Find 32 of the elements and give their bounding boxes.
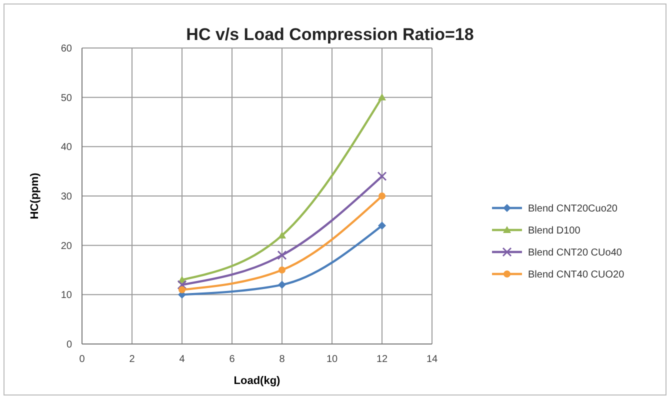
point: [178, 286, 186, 294]
x-tick-label: 8: [279, 354, 286, 365]
y-tick-label: 50: [60, 92, 72, 104]
x-tick-label: 2: [129, 354, 136, 365]
x-tick-label: 4: [179, 354, 186, 365]
legend-label: Blend CNT40 CUO20: [528, 270, 625, 280]
point: [278, 231, 286, 238]
point: [378, 192, 386, 200]
point: [378, 222, 386, 230]
chart-title: HC v/s Load Compression Ratio=18: [186, 25, 474, 44]
x-tick-label: 6: [229, 354, 236, 365]
y-tick-label: 60: [60, 44, 72, 54]
point: [277, 250, 287, 260]
point: [278, 280, 286, 289]
legend-label: Blend D100: [528, 226, 581, 236]
point: [377, 172, 387, 182]
y-tick-label: 30: [60, 192, 72, 202]
x-tick-label: 14: [426, 354, 438, 365]
x-tick-label: 0: [79, 354, 86, 365]
x-axis-title: Load(kg): [234, 375, 281, 387]
y-tick-label: 0: [66, 340, 72, 350]
legend-label: Blend CNT20 CUo40: [528, 248, 622, 258]
x-tick-label: 12: [376, 354, 388, 365]
point: [278, 266, 286, 274]
point: [177, 280, 187, 290]
x-tick-label: 10: [326, 354, 338, 365]
point: [378, 93, 386, 100]
y-tick-label: 20: [60, 240, 72, 252]
legend-label: Blend CNT20Cuo20: [528, 204, 618, 214]
y-axis-title: HC(ppm): [29, 172, 41, 220]
y-tick-label: 10: [60, 290, 72, 302]
y-tick-label: 40: [60, 142, 72, 154]
